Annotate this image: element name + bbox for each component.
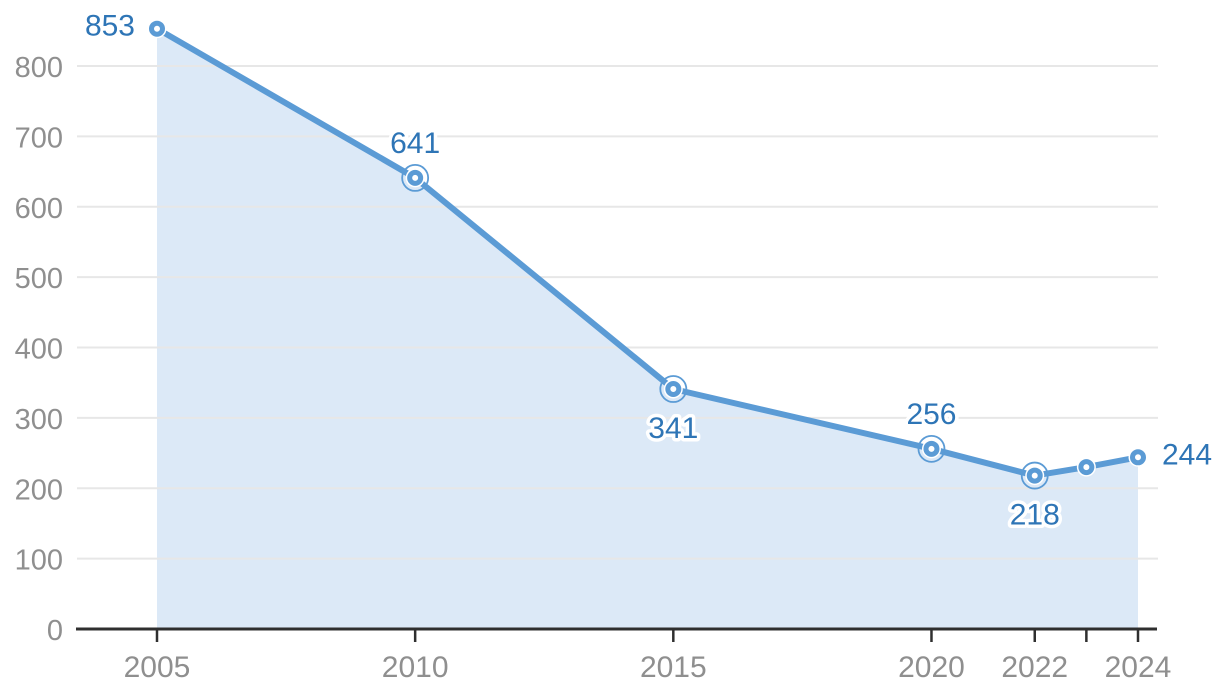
data-label-2015: 341 (648, 412, 698, 445)
y-axis-label-0: 0 (47, 615, 63, 647)
x-axis-label-2015: 2015 (640, 651, 707, 684)
data-label-2022: 218 (1010, 499, 1060, 532)
data-label-2020: 256 (906, 398, 956, 431)
y-axis-label-100: 100 (15, 545, 63, 577)
area-fill (157, 28, 1138, 628)
data-point-2024[interactable] (1130, 449, 1146, 466)
data-label-2024: 244 (1162, 438, 1212, 471)
data-point-ring-2015 (659, 375, 688, 403)
x-axis-label-2005: 2005 (124, 651, 191, 684)
data-point-2022[interactable] (1026, 467, 1043, 484)
data-point-2005[interactable] (149, 20, 165, 37)
data-point-ring-2022 (1020, 461, 1049, 490)
x-axis-label-2024: 2024 (1105, 651, 1172, 684)
x-axis-label-2022: 2022 (1001, 651, 1068, 684)
y-axis-label-700: 700 (15, 122, 63, 154)
y-axis-label-300: 300 (15, 404, 63, 436)
data-point-2023[interactable] (1078, 459, 1095, 476)
y-axis-label-200: 200 (15, 474, 63, 506)
data-label-2010: 641 (390, 127, 440, 160)
data-point-ring-2010 (401, 163, 430, 192)
x-axis-label-2010: 2010 (382, 651, 449, 684)
y-axis-label-800: 800 (15, 52, 63, 84)
x-axis-label-2020: 2020 (898, 651, 965, 684)
y-axis-label-600: 600 (15, 193, 63, 225)
data-point-2010[interactable] (407, 169, 424, 186)
data-label-2005: 853 (85, 10, 135, 43)
data-point-2015[interactable] (665, 381, 682, 398)
y-axis-label-500: 500 (15, 263, 63, 295)
y-axis-label-400: 400 (15, 334, 63, 366)
data-point-ring-2020 (917, 434, 946, 463)
data-point-2020[interactable] (923, 440, 940, 457)
